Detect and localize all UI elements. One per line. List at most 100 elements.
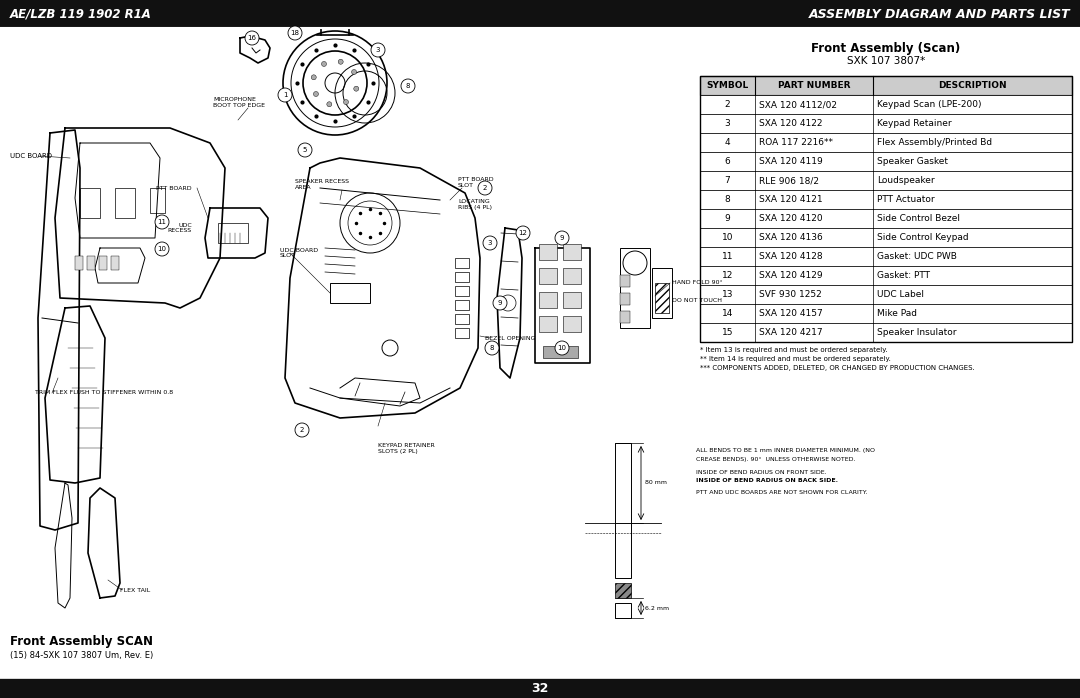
Text: 10: 10 xyxy=(158,246,166,252)
Text: * Item 13 is required and must be ordered separately.: * Item 13 is required and must be ordere… xyxy=(700,347,888,353)
Text: DESCRIPTION: DESCRIPTION xyxy=(939,81,1007,90)
Circle shape xyxy=(492,296,507,310)
Bar xyxy=(700,209,1072,228)
Bar xyxy=(620,293,630,305)
Bar xyxy=(700,76,1072,342)
Text: 16: 16 xyxy=(247,35,257,41)
Text: INSIDE OF BEND RADIUS ON BACK SIDE.: INSIDE OF BEND RADIUS ON BACK SIDE. xyxy=(696,478,838,483)
Bar xyxy=(615,603,631,618)
Circle shape xyxy=(555,341,569,355)
Text: 6: 6 xyxy=(725,157,730,166)
Bar xyxy=(563,316,581,332)
Text: 8: 8 xyxy=(725,195,730,204)
Bar xyxy=(700,228,1072,247)
Bar xyxy=(620,311,630,323)
Circle shape xyxy=(245,31,259,45)
Text: 6.2 mm: 6.2 mm xyxy=(645,605,670,611)
Bar xyxy=(0,0,1080,28)
Text: Mike Pad: Mike Pad xyxy=(877,309,917,318)
Bar xyxy=(654,283,669,313)
Bar xyxy=(700,152,1072,171)
Circle shape xyxy=(156,242,168,256)
Text: Speaker Gasket: Speaker Gasket xyxy=(877,157,948,166)
Text: PART NUMBER: PART NUMBER xyxy=(778,81,850,90)
Text: SXA 120 4122: SXA 120 4122 xyxy=(759,119,823,128)
Circle shape xyxy=(298,143,312,157)
Text: Keypad Retainer: Keypad Retainer xyxy=(877,119,951,128)
Text: 11: 11 xyxy=(158,219,166,225)
Text: SYMBOL: SYMBOL xyxy=(706,81,748,90)
Bar xyxy=(563,244,581,260)
Text: CREASE BENDS). 90°  UNLESS OTHERWISE NOTED.: CREASE BENDS). 90° UNLESS OTHERWISE NOTE… xyxy=(696,457,855,462)
Text: 14: 14 xyxy=(721,309,733,318)
Text: ** Item 14 is required and must be ordered separately.: ** Item 14 is required and must be order… xyxy=(700,356,891,362)
Text: UDC BOARD: UDC BOARD xyxy=(10,153,52,159)
Text: Flex Assembly/Printed Bd: Flex Assembly/Printed Bd xyxy=(877,138,993,147)
Circle shape xyxy=(401,79,415,93)
Bar xyxy=(539,244,557,260)
Circle shape xyxy=(483,236,497,250)
Bar xyxy=(455,272,469,282)
Text: Front Assembly SCAN: Front Assembly SCAN xyxy=(10,635,153,648)
Bar xyxy=(0,678,1080,698)
Bar xyxy=(330,283,370,303)
Text: Keypad Scan (LPE-200): Keypad Scan (LPE-200) xyxy=(877,100,982,109)
Bar xyxy=(563,292,581,308)
Text: 8: 8 xyxy=(406,83,410,89)
Text: DO NOT TOUCH: DO NOT TOUCH xyxy=(672,297,723,302)
Text: ROA 117 2216**: ROA 117 2216** xyxy=(759,138,833,147)
Bar xyxy=(539,292,557,308)
Text: 13: 13 xyxy=(721,290,733,299)
Bar xyxy=(700,266,1072,285)
Bar xyxy=(455,328,469,338)
Bar xyxy=(620,248,650,328)
Bar xyxy=(114,188,135,218)
Text: 2: 2 xyxy=(300,427,305,433)
Text: 10: 10 xyxy=(721,233,733,242)
Circle shape xyxy=(343,100,349,105)
Bar xyxy=(80,188,100,218)
Text: PTT Actuator: PTT Actuator xyxy=(877,195,934,204)
Text: SXA 120 4112/02: SXA 120 4112/02 xyxy=(759,100,837,109)
Text: 9: 9 xyxy=(498,300,502,306)
Circle shape xyxy=(327,102,332,107)
Circle shape xyxy=(372,43,384,57)
Text: LOCATING
RIBS (4 PL): LOCATING RIBS (4 PL) xyxy=(458,199,492,210)
Bar xyxy=(455,300,469,310)
Bar xyxy=(150,188,165,213)
Text: ALL BENDS TO BE 1 mm INNER DIAMETER MINIMUM. (NO: ALL BENDS TO BE 1 mm INNER DIAMETER MINI… xyxy=(696,448,875,453)
Text: 12: 12 xyxy=(721,271,733,280)
Text: 32: 32 xyxy=(531,681,549,695)
Text: 1: 1 xyxy=(283,92,287,98)
Bar xyxy=(455,314,469,324)
Bar xyxy=(75,256,83,270)
Circle shape xyxy=(311,75,316,80)
Text: 18: 18 xyxy=(291,30,299,36)
Circle shape xyxy=(313,91,319,96)
Bar xyxy=(539,316,557,332)
Circle shape xyxy=(485,341,499,355)
Text: SXA 120 4157: SXA 120 4157 xyxy=(759,309,823,318)
Text: UDC BOARD
SLOT: UDC BOARD SLOT xyxy=(280,248,319,258)
Bar xyxy=(455,258,469,268)
Circle shape xyxy=(478,181,492,195)
Text: INSIDE OF BEND RADIUS ON FRONT SIDE.: INSIDE OF BEND RADIUS ON FRONT SIDE. xyxy=(696,470,826,475)
Bar xyxy=(700,133,1072,152)
Text: 11: 11 xyxy=(721,252,733,261)
Text: (15) 84-SXK 107 3807 Um, Rev. E): (15) 84-SXK 107 3807 Um, Rev. E) xyxy=(10,651,153,660)
Text: Loudspeaker: Loudspeaker xyxy=(877,176,934,185)
Text: KEYPAD RETAINER
SLOTS (2 PL): KEYPAD RETAINER SLOTS (2 PL) xyxy=(378,443,435,454)
Text: HAND FOLD 90°: HAND FOLD 90° xyxy=(672,281,723,285)
Text: 3: 3 xyxy=(725,119,730,128)
Text: AE/LZB 119 1902 R1A: AE/LZB 119 1902 R1A xyxy=(10,8,152,20)
Text: 9: 9 xyxy=(725,214,730,223)
Text: Speaker Insulator: Speaker Insulator xyxy=(877,328,957,337)
Text: Side Control Bezel: Side Control Bezel xyxy=(877,214,960,223)
Text: Front Assembly (Scan): Front Assembly (Scan) xyxy=(811,42,960,55)
Text: SXA 120 4129: SXA 120 4129 xyxy=(759,271,823,280)
Text: SXA 120 4121: SXA 120 4121 xyxy=(759,195,823,204)
Text: PTT AND UDC BOARDS ARE NOT SHOWN FOR CLARITY.: PTT AND UDC BOARDS ARE NOT SHOWN FOR CLA… xyxy=(696,490,867,495)
Bar xyxy=(652,268,672,318)
Circle shape xyxy=(555,231,569,245)
Text: 3: 3 xyxy=(376,47,380,53)
